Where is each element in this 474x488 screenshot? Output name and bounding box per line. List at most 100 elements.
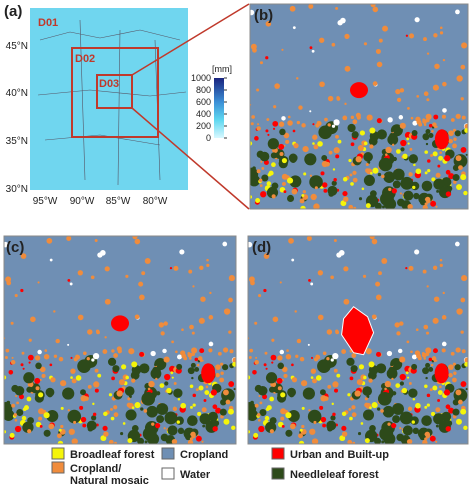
land-cover-patch <box>387 117 393 123</box>
land-cover-patch <box>261 167 265 170</box>
land-cover-patch <box>254 403 259 408</box>
land-cover-patch <box>270 152 277 159</box>
land-cover-patch <box>82 423 87 428</box>
land-cover-patch <box>376 118 382 124</box>
land-cover-patch <box>155 377 158 381</box>
land-cover-patch <box>117 349 122 354</box>
land-cover-patch <box>220 371 224 375</box>
land-cover-patch <box>362 386 373 396</box>
land-cover-patch <box>387 134 399 146</box>
land-cover-patch <box>141 271 146 276</box>
land-cover-patch <box>336 97 341 101</box>
land-cover-patch <box>377 172 382 177</box>
land-cover-patch <box>229 349 234 354</box>
land-cover-patch <box>423 123 427 126</box>
land-cover-patch <box>360 422 364 425</box>
land-cover-patch <box>43 412 50 419</box>
land-cover-patch <box>70 356 73 360</box>
land-cover-patch <box>402 153 408 160</box>
land-cover-patch <box>442 58 446 62</box>
colorbar-tick-label: 600 <box>196 97 211 107</box>
land-cover-patch <box>400 139 407 147</box>
land-cover-patch <box>94 388 99 393</box>
land-cover-patch <box>102 425 108 431</box>
land-cover-patch <box>380 409 384 413</box>
land-cover-patch <box>141 392 156 406</box>
land-cover-patch <box>269 396 275 402</box>
land-cover-patch <box>422 269 427 274</box>
land-cover-patch <box>256 169 261 174</box>
land-cover-patch <box>295 354 299 358</box>
rainfall-map <box>30 8 188 190</box>
urban-area <box>434 129 449 150</box>
land-cover-patch <box>75 375 82 381</box>
land-cover-patch <box>260 160 263 163</box>
land-cover-patch <box>448 130 454 137</box>
land-cover-patch <box>358 364 365 370</box>
land-cover-patch <box>317 314 324 321</box>
land-cover-patch <box>60 424 64 429</box>
land-cover-patch <box>364 141 368 146</box>
land-cover-patch <box>463 425 468 430</box>
land-cover-patch <box>14 425 22 433</box>
land-cover-patch <box>327 123 331 127</box>
land-cover-patch <box>424 405 428 409</box>
land-cover-patch <box>448 373 453 378</box>
land-cover-patch <box>26 386 33 393</box>
land-cover-patch <box>279 151 284 157</box>
land-cover-patch <box>352 170 357 175</box>
panel-frame <box>249 3 469 210</box>
lon-label: 95°W <box>33 196 58 207</box>
land-cover-patch <box>164 373 171 381</box>
land-cover-patch <box>307 409 322 424</box>
land-cover-patch <box>128 348 135 355</box>
land-cover-patch <box>21 351 25 355</box>
land-cover-patch <box>342 177 348 182</box>
land-cover-patch <box>414 17 420 23</box>
land-cover-patch <box>432 265 438 270</box>
land-cover-patch <box>257 418 261 422</box>
land-cover-patch <box>288 237 294 244</box>
land-cover-patch <box>408 265 414 271</box>
land-cover-patch <box>311 438 319 444</box>
land-cover-patch <box>80 389 86 396</box>
land-cover-patch <box>283 132 290 139</box>
land-cover-patch <box>294 310 297 313</box>
land-cover-patch <box>333 119 340 126</box>
legend-swatch <box>271 467 285 480</box>
land-cover-patch <box>456 308 463 315</box>
land-cover-patch <box>339 435 346 442</box>
land-cover-patch <box>93 381 100 388</box>
land-cover-patch <box>100 435 107 442</box>
land-cover-patch <box>254 360 259 365</box>
land-cover-patch <box>94 239 98 242</box>
colorbar <box>214 78 224 138</box>
land-cover-patch <box>37 349 42 355</box>
land-cover-patch <box>5 348 10 353</box>
land-cover-patch <box>363 152 373 162</box>
land-cover-patch <box>407 107 410 110</box>
land-cover-patch <box>365 162 369 167</box>
land-cover-patch <box>377 392 392 406</box>
land-cover-patch <box>175 350 178 354</box>
land-cover-patch <box>452 362 457 366</box>
land-cover-patch <box>332 381 339 388</box>
land-cover-patch <box>138 281 144 287</box>
land-cover-patch <box>291 377 298 383</box>
land-cover-patch <box>350 115 355 120</box>
land-cover-patch <box>463 190 468 196</box>
land-cover-patch <box>331 124 336 128</box>
land-cover-patch <box>4 430 7 434</box>
land-cover-patch <box>257 123 260 126</box>
legend-swatch <box>161 467 175 480</box>
land-cover-patch <box>309 174 313 177</box>
land-cover-patch <box>310 282 314 286</box>
land-cover-patch <box>285 412 292 419</box>
land-cover-patch <box>371 314 377 320</box>
land-cover-patch <box>250 174 261 187</box>
land-cover-patch <box>223 308 231 315</box>
land-cover-patch <box>425 129 431 135</box>
land-cover-patch <box>139 294 145 301</box>
land-cover-patch <box>372 167 379 174</box>
panel-label: (d) <box>252 239 271 256</box>
